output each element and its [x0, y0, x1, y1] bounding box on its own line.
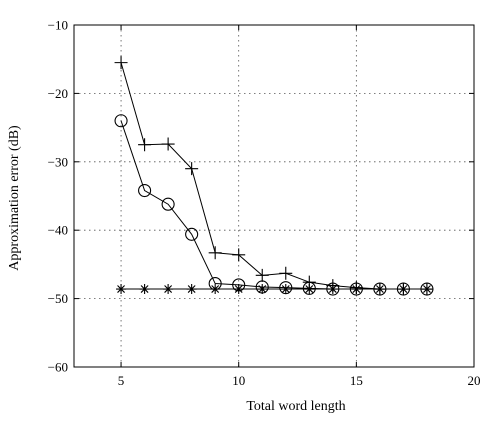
asterisk-marker: [233, 284, 244, 295]
data-point-plus: [114, 56, 128, 70]
plus-marker: [279, 266, 293, 280]
data-point-asterisk: [327, 284, 338, 295]
x-tick-label: 15: [350, 373, 363, 388]
data-point-asterisk: [421, 284, 432, 295]
data-point-asterisk: [139, 284, 150, 295]
plus-marker: [232, 248, 246, 262]
data-point-asterisk: [374, 284, 385, 295]
data-point-asterisk: [351, 284, 362, 295]
plus-marker: [255, 268, 269, 282]
circle-marker: [114, 114, 128, 128]
x-tick-label: 10: [232, 373, 245, 388]
data-point-circle: [302, 281, 316, 295]
data-point-plus: [255, 268, 269, 282]
data-point-circle: [185, 227, 199, 241]
asterisk-marker: [139, 284, 150, 295]
asterisk-marker: [163, 284, 174, 295]
data-point-asterisk: [116, 284, 127, 295]
y-tick-label: −60: [48, 360, 68, 375]
asterisk-marker: [421, 284, 432, 295]
asterisk-marker: [116, 284, 127, 295]
asterisk-marker: [210, 284, 221, 295]
x-tick-label: 5: [118, 373, 125, 388]
y-tick-label: −50: [48, 291, 68, 306]
circle-marker: [185, 227, 199, 241]
data-point-asterisk: [398, 284, 409, 295]
asterisk-marker: [304, 284, 315, 295]
x-tick-label: 20: [468, 373, 481, 388]
data-point-plus: [185, 162, 199, 176]
asterisk-marker: [398, 284, 409, 295]
circle-marker: [138, 183, 152, 198]
circle-marker: [302, 281, 316, 295]
y-tick-label: −40: [48, 223, 68, 238]
data-point-plus: [138, 138, 152, 152]
series-line-circle: [120, 120, 427, 290]
series-line-plus: [120, 62, 427, 290]
data-point-plus: [208, 246, 222, 260]
data-point-circle: [161, 197, 175, 211]
asterisk-marker: [351, 284, 362, 295]
grid: [74, 25, 474, 367]
y-axis-label: Approximation error (dB): [7, 125, 22, 271]
asterisk-marker: [186, 284, 197, 295]
data-point-asterisk: [233, 284, 244, 295]
asterisk-marker: [374, 284, 385, 295]
data-point-asterisk: [280, 284, 291, 295]
y-tick-label: −30: [48, 154, 68, 169]
plus-marker: [114, 56, 128, 70]
y-tick-label: −20: [48, 86, 68, 101]
plus-marker: [138, 138, 152, 152]
plus-marker: [161, 137, 175, 151]
data-point-plus: [279, 266, 293, 280]
series-group: [114, 56, 434, 296]
data-point-plus: [161, 137, 175, 151]
data-point-circle: [138, 183, 152, 198]
plot-frame: [73, 24, 475, 368]
data-point-plus: [232, 248, 246, 262]
circle-marker: [161, 197, 175, 211]
asterisk-marker: [327, 284, 338, 295]
axes: 5 10 15 20 −60 −50 −40 −30 −20 −10: [48, 18, 481, 389]
x-axis-label: Total word length: [246, 399, 345, 414]
y-tick-label: −10: [48, 18, 68, 33]
plus-marker: [208, 246, 222, 260]
data-point-asterisk: [186, 284, 197, 295]
data-point-circle: [114, 114, 128, 128]
plus-marker: [185, 162, 199, 176]
data-point-asterisk: [210, 284, 221, 295]
data-point-asterisk: [163, 284, 174, 295]
data-point-asterisk: [304, 284, 315, 295]
asterisk-marker: [280, 284, 291, 295]
asterisk-marker: [257, 284, 268, 295]
data-point-asterisk: [257, 284, 268, 295]
